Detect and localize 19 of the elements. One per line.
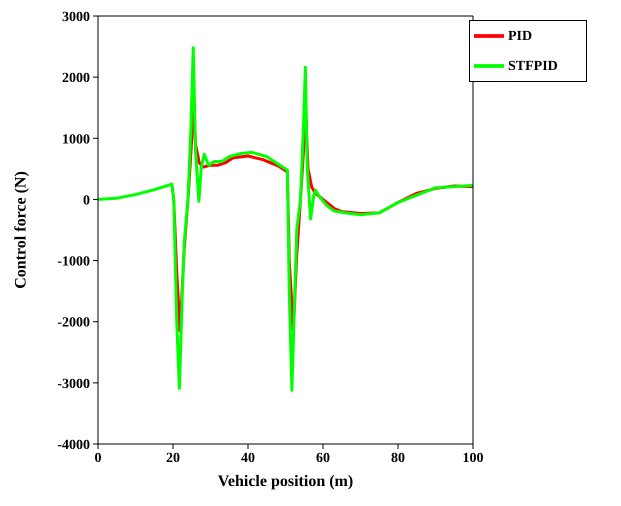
x-tick-label: 40	[241, 450, 255, 466]
y-tick-label: -2000	[57, 316, 90, 331]
x-tick-label: 0	[94, 450, 102, 466]
y-tick-label: -3000	[57, 376, 90, 392]
y-tick-label: -1000	[57, 254, 90, 270]
x-tick-label: 100	[462, 450, 484, 466]
line-series	[98, 46, 473, 392]
y-tick-label: -4000	[57, 438, 90, 453]
y-tick-label: 1000	[62, 132, 90, 148]
y-tick-label: 3000	[62, 10, 90, 25]
x-axis-title: Vehicle position (m)	[218, 473, 354, 490]
x-tick-label: 60	[316, 450, 330, 466]
x-tick-label: 80	[391, 450, 405, 466]
legend-label: STFPID	[508, 58, 558, 74]
y-tick-label: 2000	[62, 71, 90, 86]
y-axis-title: Control force (N)	[12, 171, 30, 289]
x-tick-label: 20	[166, 450, 180, 466]
y-tick-label: 0	[83, 193, 90, 208]
legend-label: PID	[508, 28, 532, 44]
